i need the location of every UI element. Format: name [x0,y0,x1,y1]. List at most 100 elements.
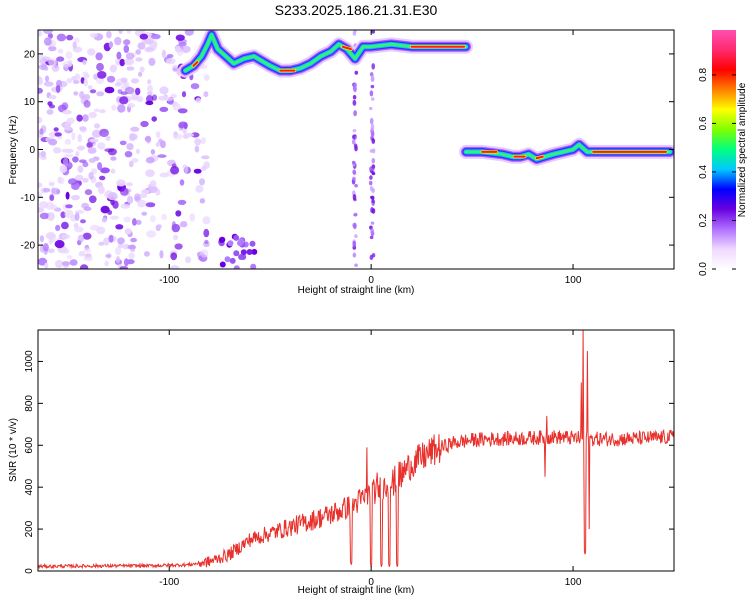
noise-speckle [116,51,122,60]
noise-speckle [352,129,357,133]
noise-speckle [240,249,247,256]
noise-speckle [127,244,136,250]
noise-speckle [352,252,357,258]
noise-speckle [101,217,107,223]
noise-speckle [159,172,170,178]
y-tick-label: 200 [24,520,35,537]
noise-speckle [146,230,157,238]
noise-speckle [203,91,209,98]
noise-speckle [80,219,86,224]
noise-speckle [144,47,155,53]
noise-speckle [38,207,45,213]
noise-speckle [135,148,140,155]
noise-speckle [49,204,58,211]
signal-hot-core [535,155,544,160]
noise-speckle [175,210,182,217]
noise-speckle [48,138,58,146]
noise-speckle [147,79,152,85]
noise-speckle [131,158,139,163]
noise-speckle [159,250,164,259]
noise-speckle [88,172,94,180]
noise-speckle [82,59,87,65]
noise-speckle [110,156,117,161]
noise-speckle [170,165,180,175]
noise-speckle [119,140,127,146]
noise-speckle [108,234,114,243]
noise-speckle [352,240,357,248]
noise-speckle [190,83,200,90]
noise-speckle [40,150,46,158]
noise-speckle [352,176,356,181]
noise-speckle [96,71,107,79]
noise-speckle [119,266,128,269]
noise-speckle [55,224,61,231]
noise-speckle [83,256,93,261]
noise-speckle [180,221,188,228]
noise-speckle [184,132,195,138]
noise-speckle [38,192,43,199]
noise-speckle [145,135,152,144]
noise-speckle [98,241,105,246]
noise-speckle [107,148,117,156]
noise-speckle [371,172,376,176]
noise-speckle [99,128,109,138]
noise-speckle [72,156,79,163]
noise-speckle [99,109,106,114]
noise-speckle [49,95,57,100]
noise-speckle [79,91,85,99]
noise-speckle [47,101,53,106]
noise-speckle [127,103,135,108]
noise-speckle [67,59,73,67]
noise-speckle [369,149,374,153]
noise-speckle [161,213,167,221]
colorbar-tick-label: 0.4 [698,165,709,179]
noise-speckle [84,189,93,196]
noise-speckle [50,233,57,242]
noise-speckle [151,94,158,101]
noise-speckle [65,204,73,209]
snr-ylabel: SNR (10 * v/v) [8,418,19,482]
noise-speckle [203,228,210,238]
noise-speckle [62,157,69,166]
noise-speckle [195,185,204,193]
noise-speckle [353,110,357,117]
noise-speckle [371,164,376,169]
noise-speckle [193,168,202,174]
noise-speckle [96,62,104,72]
noise-speckle [233,234,240,241]
noise-speckle [89,138,99,143]
noise-speckle [161,49,166,58]
noise-speckle [110,168,116,174]
colorbar-tick-label: 0.8 [698,68,709,82]
noise-speckle [352,194,357,201]
noise-speckle [97,142,106,150]
noise-speckle [106,75,116,83]
snr-plot-frame [37,329,675,572]
noise-speckle [124,151,133,158]
noise-speckle [179,179,185,186]
noise-speckle [352,94,357,100]
noise-speckle [123,216,131,223]
noise-speckle [38,116,43,124]
y-tick-label: -10 [21,193,36,204]
noise-speckle [73,91,79,96]
noise-speckle [124,86,135,95]
noise-speckle [184,164,189,174]
noise-speckle [38,77,44,86]
noise-speckle [83,100,91,108]
noise-speckle [77,134,82,143]
noise-speckle [354,70,359,75]
noise-speckle [87,85,93,90]
noise-speckle [39,235,45,243]
noise-speckle [51,187,60,195]
noise-speckle [173,133,183,140]
noise-speckle [114,36,122,46]
colorbar: 0.0 0.2 0.4 0.6 0.8 Normalized spectral ampl… [698,30,748,276]
noise-speckle [44,262,49,269]
noise-speckle [370,221,375,225]
colorbar-tick-label: 0.6 [698,116,709,130]
noise-speckle [149,180,157,188]
noise-speckle [61,261,71,266]
noise-speckle [136,96,144,103]
